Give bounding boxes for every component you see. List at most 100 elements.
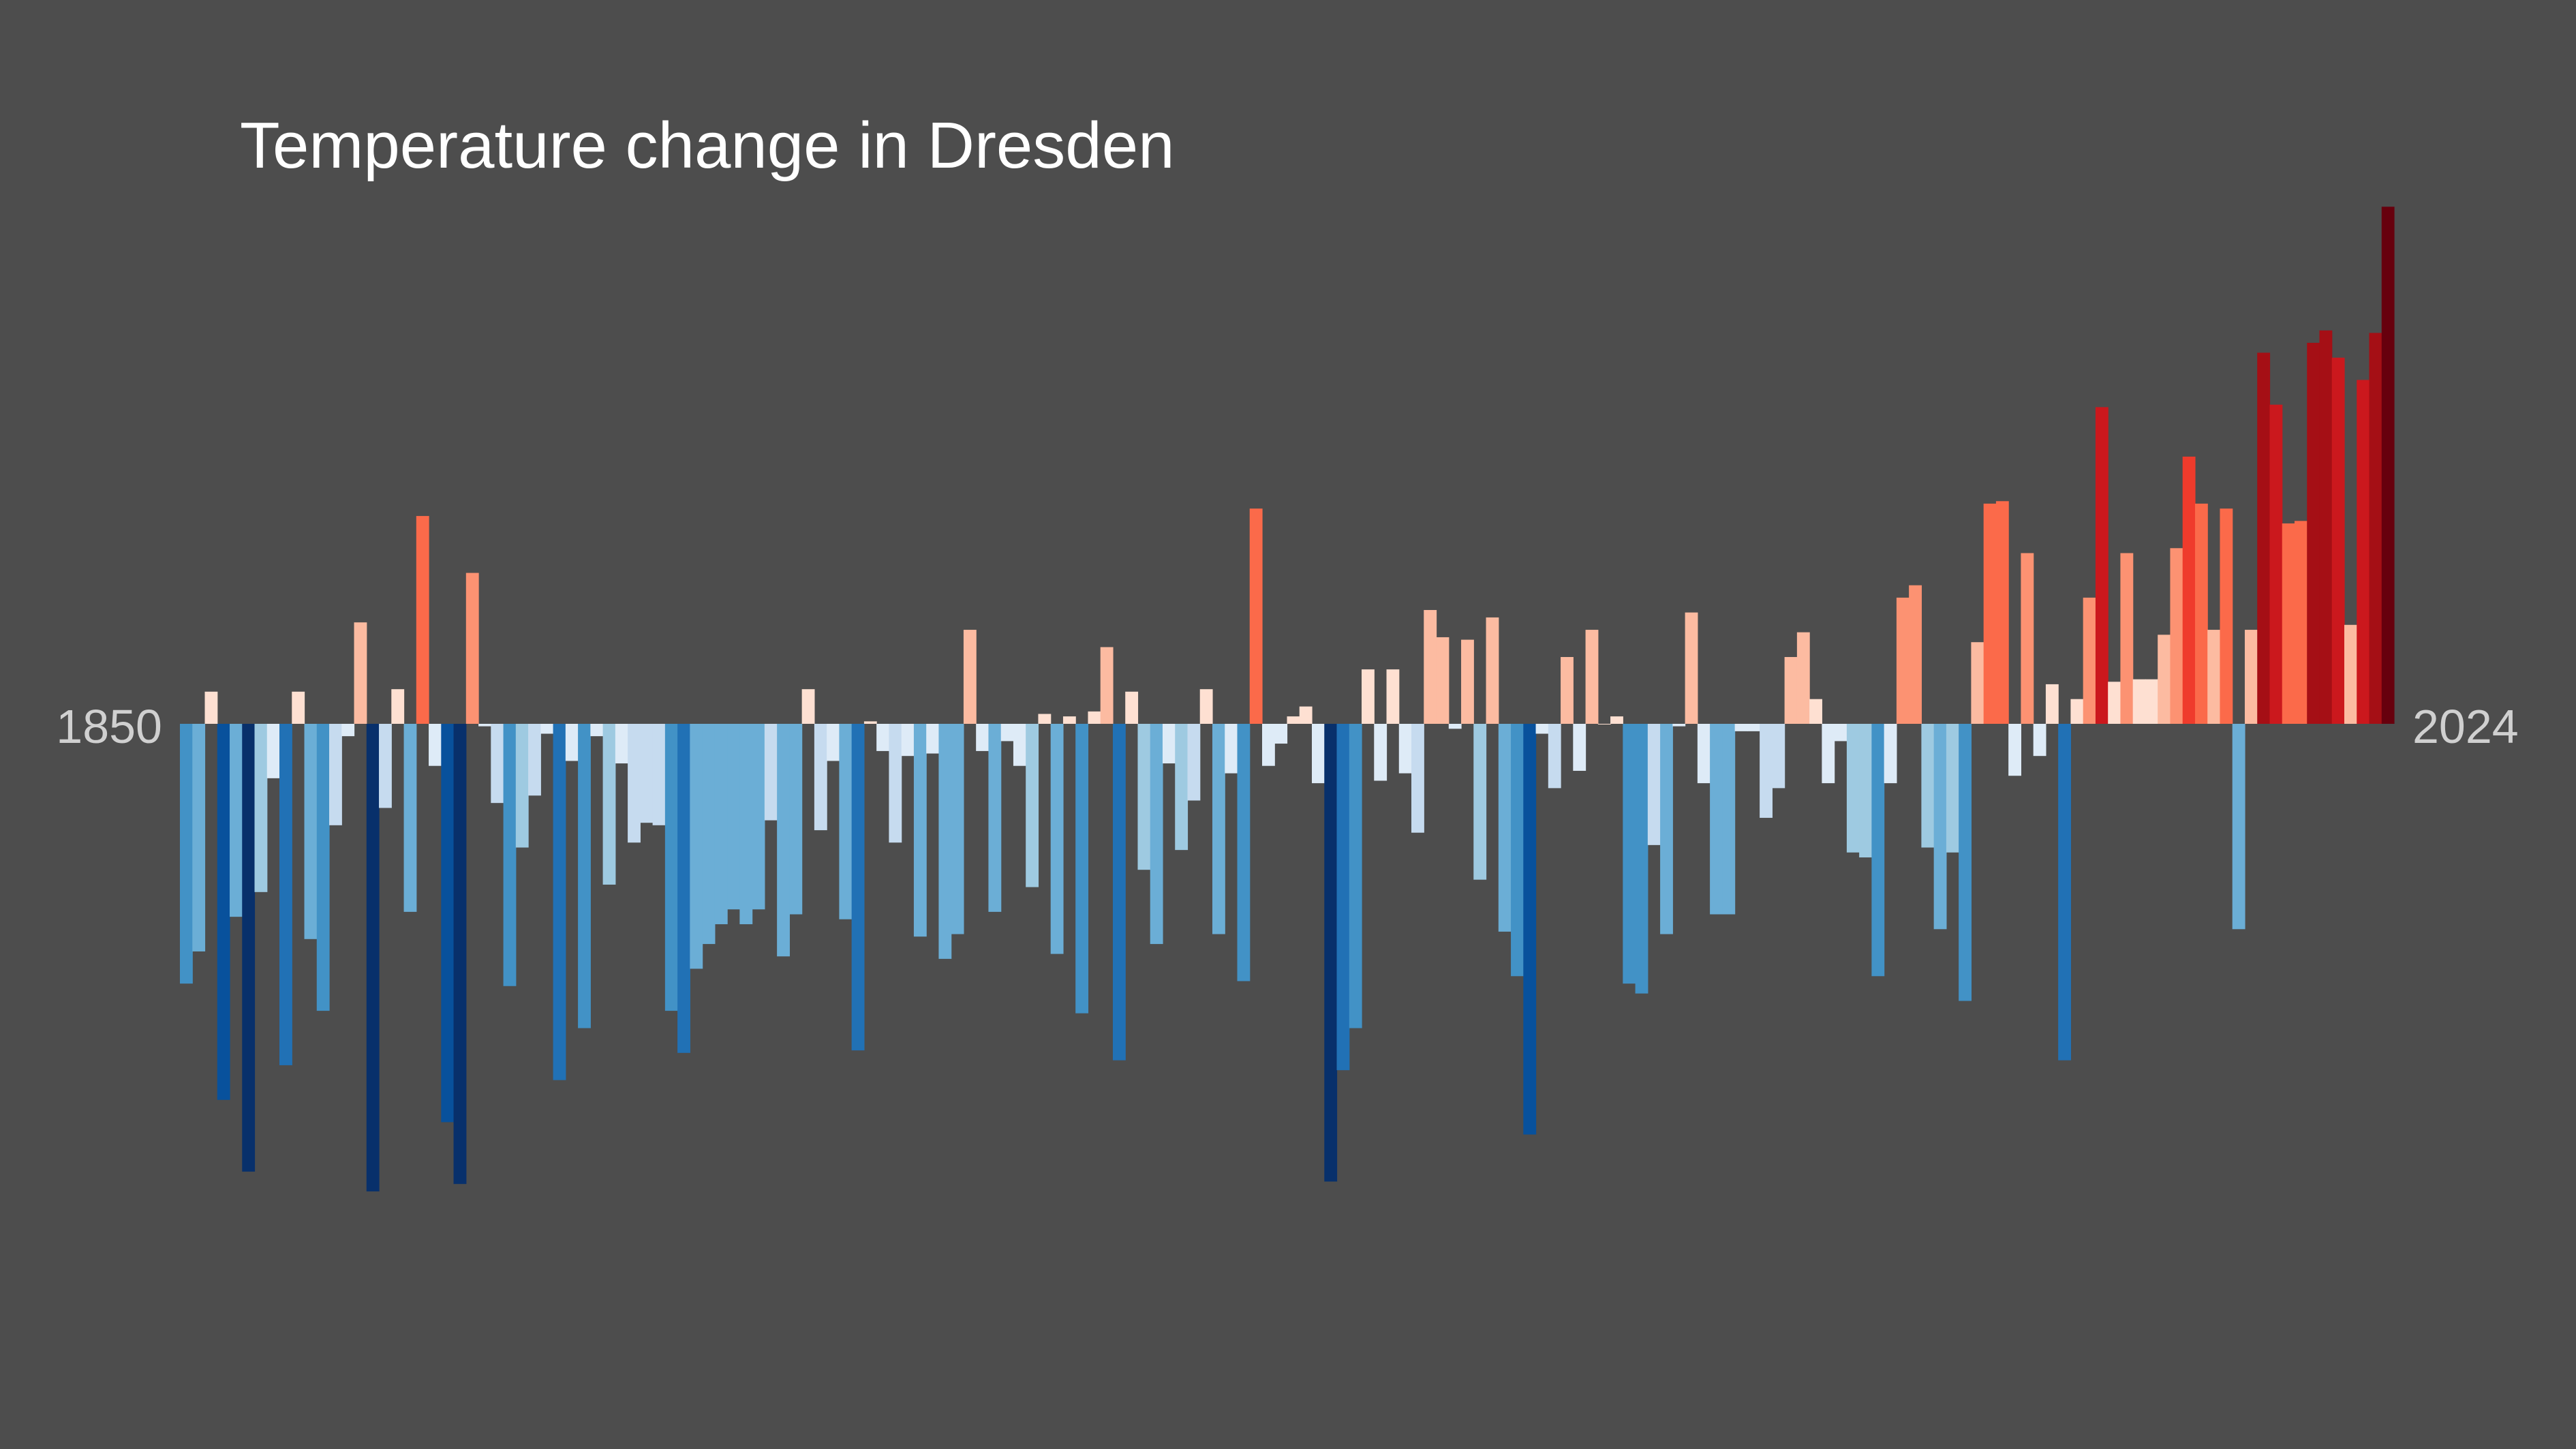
- bar-2001: [2058, 724, 2072, 1061]
- bar-1853: [217, 724, 230, 1100]
- bar-1975: [1734, 724, 1748, 731]
- bar-2024: [2344, 624, 2357, 724]
- bar-1951: [1436, 637, 1450, 724]
- bar-1934: [1225, 724, 1238, 774]
- bar-1969: [1660, 724, 1673, 934]
- bar-1961: [1561, 656, 1574, 724]
- bar-1864: [354, 622, 367, 724]
- bar-1851: [192, 724, 206, 951]
- start-year-label: 1850: [56, 700, 162, 753]
- bar-2027: [2381, 207, 2395, 724]
- bar-1954: [1473, 724, 1487, 880]
- bar-1940: [1299, 706, 1313, 724]
- bar-1950: [1424, 610, 1437, 724]
- bar-1933: [1212, 724, 1225, 934]
- bar-1957: [1511, 724, 1524, 977]
- bar-1913: [963, 630, 977, 724]
- bar-1902: [827, 724, 840, 761]
- bar-2006: [2120, 553, 2134, 724]
- bar-1905: [863, 721, 877, 724]
- bar-1985: [1859, 724, 1872, 858]
- bar-1914: [976, 724, 990, 751]
- bar-1986: [1871, 724, 1885, 977]
- bar-1939: [1287, 716, 1300, 724]
- bar-1995: [1983, 503, 1997, 724]
- bar-1871: [441, 724, 455, 1123]
- bar-1911: [938, 724, 952, 959]
- bar-2012: [2194, 503, 2208, 724]
- end-year-label: 2024: [2412, 700, 2519, 753]
- bar-1888: [652, 724, 666, 825]
- bar-2022: [2319, 330, 2333, 724]
- bar-1945: [1362, 669, 1375, 724]
- bar-1907: [889, 724, 902, 843]
- bar-1891: [690, 724, 703, 969]
- bar-1941: [1312, 724, 1325, 784]
- bar-1855: [242, 724, 256, 1172]
- bar-1860: [304, 724, 318, 939]
- bar-1869: [416, 516, 429, 724]
- bar-2021: [2307, 342, 2320, 724]
- bar-1946: [1374, 724, 1387, 781]
- bar-1916: [1000, 724, 1014, 742]
- bar-1915: [988, 724, 1002, 912]
- bar-2007: [2132, 679, 2146, 724]
- bar-1874: [478, 724, 491, 727]
- bar-1908: [901, 724, 915, 757]
- bar-1872: [453, 724, 467, 1185]
- bar-1858: [279, 724, 292, 1065]
- bar-1906: [876, 724, 890, 751]
- bar-2019: [2282, 523, 2295, 724]
- bar-1983: [1834, 724, 1847, 742]
- bar-2008: [2145, 679, 2158, 724]
- bar-1920: [1050, 724, 1064, 954]
- bar-1897: [764, 724, 778, 821]
- bar-1998: [2021, 553, 2034, 724]
- bar-1887: [640, 724, 654, 823]
- bar-1919: [1038, 714, 1052, 724]
- bar-2018: [2269, 404, 2283, 724]
- bar-1900: [801, 689, 815, 724]
- bar-1990: [1921, 724, 1935, 848]
- bar-1949: [1411, 724, 1424, 833]
- bar-1928: [1150, 724, 1163, 945]
- bar-1972: [1697, 724, 1711, 784]
- bar-1924: [1100, 647, 1114, 724]
- chart-title: Temperature change in Dresden: [240, 109, 1174, 182]
- bar-1875: [491, 724, 504, 804]
- bar-1948: [1398, 724, 1412, 774]
- bar-1923: [1088, 711, 1101, 724]
- bar-1958: [1523, 724, 1537, 1135]
- bar-1993: [1959, 724, 1972, 1001]
- bar-1889: [664, 724, 678, 1011]
- bar-1868: [403, 724, 417, 912]
- bar-1929: [1162, 724, 1176, 764]
- bar-1955: [1486, 617, 1499, 724]
- bar-1925: [1112, 724, 1126, 1061]
- bar-1962: [1573, 724, 1586, 771]
- bar-2011: [2182, 456, 2196, 724]
- bar-1856: [254, 724, 268, 892]
- bar-1909: [913, 724, 927, 937]
- bar-1987: [1884, 724, 1897, 784]
- bar-1876: [503, 724, 517, 986]
- bar-1963: [1585, 630, 1599, 724]
- bar-1926: [1125, 691, 1139, 724]
- bar-1947: [1386, 669, 1400, 724]
- bar-1884: [602, 724, 616, 885]
- bar-1859: [292, 691, 305, 724]
- bar-1942: [1324, 724, 1338, 1182]
- bar-1881: [565, 724, 579, 761]
- bar-1989: [1909, 585, 1922, 724]
- bar-2023: [2331, 357, 2345, 724]
- bar-2014: [2220, 508, 2233, 724]
- bar-2009: [2158, 635, 2171, 724]
- bar-1976: [1747, 724, 1760, 731]
- bar-1956: [1498, 724, 1512, 932]
- bar-1996: [1995, 501, 2009, 724]
- bar-1877: [515, 724, 529, 848]
- bar-1953: [1461, 639, 1474, 724]
- bar-1863: [341, 724, 355, 737]
- bar-2005: [2108, 682, 2121, 724]
- bar-1935: [1237, 724, 1251, 981]
